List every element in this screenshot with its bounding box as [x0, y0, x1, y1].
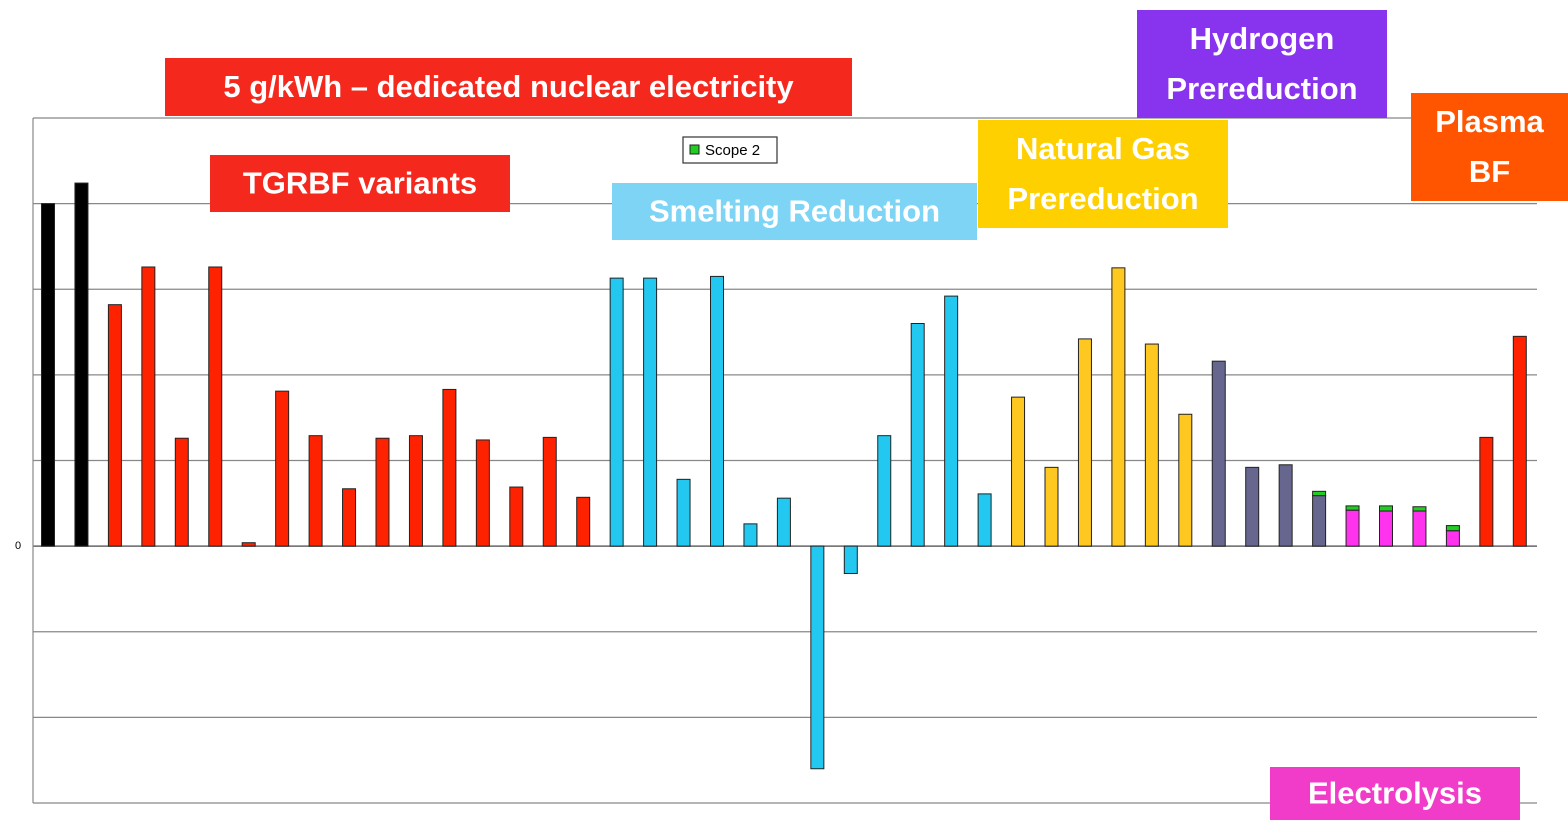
annotation-text: Natural Gas	[1016, 131, 1190, 166]
bar	[1345, 509, 1360, 547]
annotation-box	[210, 155, 510, 212]
annotation-text: Prereduction	[1166, 71, 1357, 106]
bar	[776, 497, 791, 547]
annotation-box	[1411, 93, 1568, 201]
annotation-text: 5 g/kWh – dedicated nuclear electricity	[223, 69, 794, 104]
bar	[1245, 466, 1260, 547]
bar	[1312, 490, 1327, 497]
annotation-box	[1137, 10, 1387, 118]
bar	[609, 277, 624, 547]
y-tick-label: 0	[15, 540, 21, 552]
annotation-box	[165, 58, 852, 116]
bar	[1379, 510, 1393, 547]
annotation-text: Plasma	[1435, 104, 1544, 139]
bar	[141, 266, 156, 547]
bar	[1144, 343, 1159, 547]
bar	[1178, 413, 1193, 547]
annotation-text: Smelting Reduction	[649, 194, 940, 229]
bar	[1445, 530, 1460, 547]
bar	[342, 488, 357, 547]
bar	[944, 295, 959, 547]
bar	[542, 436, 557, 547]
bar	[977, 493, 992, 547]
annotation-text: TGRBF variants	[243, 166, 477, 201]
bar	[408, 435, 423, 547]
annotation-box	[978, 120, 1228, 228]
bar	[810, 545, 825, 770]
bar	[1412, 510, 1427, 547]
bar	[1445, 525, 1460, 532]
bar	[174, 437, 189, 547]
annotation-box	[612, 183, 977, 240]
bar	[41, 203, 55, 547]
bar	[442, 388, 457, 547]
legend-swatch	[689, 144, 700, 155]
annotation-text: Electrolysis	[1308, 776, 1482, 811]
bar	[275, 390, 290, 547]
annotation-text: BF	[1469, 154, 1510, 189]
bar	[107, 304, 122, 547]
bar	[1011, 396, 1026, 547]
bar	[576, 496, 591, 547]
bar	[1211, 360, 1226, 547]
bar	[1111, 267, 1126, 547]
bar	[208, 266, 223, 547]
bar	[1312, 495, 1327, 547]
bar	[743, 523, 758, 547]
annotation-text: Prereduction	[1007, 181, 1198, 216]
bar	[910, 323, 925, 547]
bar	[509, 486, 524, 547]
bar	[74, 182, 89, 547]
annotation-text: Hydrogen	[1190, 21, 1335, 56]
bar	[710, 275, 724, 547]
legend-label: Scope 2	[705, 142, 760, 159]
bar	[1379, 505, 1393, 512]
bar	[643, 277, 658, 547]
bar	[375, 437, 390, 547]
bar	[843, 545, 858, 575]
bar	[1278, 464, 1293, 547]
bar	[1412, 506, 1427, 512]
bar	[475, 439, 490, 547]
bar	[1044, 466, 1059, 547]
bar	[1512, 335, 1527, 547]
legend-box	[682, 136, 778, 164]
bar	[1077, 338, 1092, 547]
bar	[308, 435, 323, 547]
annotation-box	[1270, 767, 1520, 820]
bar	[1479, 436, 1494, 547]
bar	[877, 435, 892, 547]
bar	[1345, 505, 1360, 511]
bar	[676, 478, 691, 547]
bar	[241, 542, 256, 547]
